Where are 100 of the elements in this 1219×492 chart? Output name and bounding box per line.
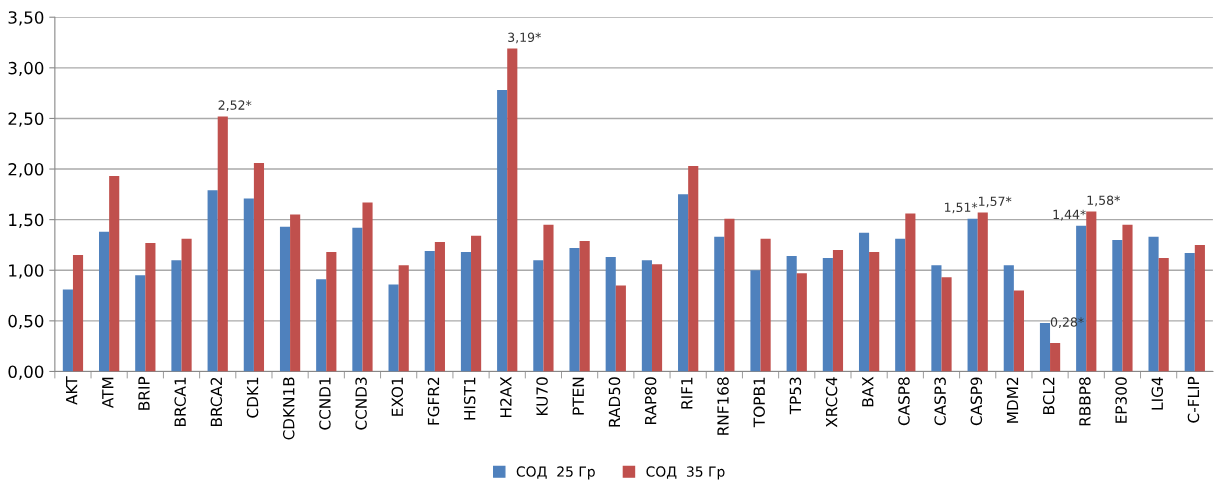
bar <box>1050 343 1061 372</box>
x-tick-label: CCND1 <box>319 377 331 430</box>
x-tick-label: EXO1 <box>391 377 404 416</box>
bar <box>1158 258 1169 372</box>
x-tick-label: PTEN <box>572 377 584 415</box>
y-tick-label: 2,50 <box>8 112 44 127</box>
bar <box>688 166 699 372</box>
x-tick-label: RIF1 <box>681 377 693 409</box>
bar <box>1194 244 1205 372</box>
legend-label: СОД 25 Гр <box>516 466 595 480</box>
y-tick-label: 1,50 <box>9 213 44 228</box>
bar <box>977 212 988 372</box>
x-tick-label: MDM2 <box>1006 377 1019 423</box>
bar <box>1148 236 1159 372</box>
x-tick-label: BRCA1 <box>174 377 186 426</box>
bar <box>714 236 725 372</box>
x-tick-label: CCND3 <box>355 377 367 430</box>
bar <box>460 252 472 372</box>
x-tick-label: CASP9 <box>970 377 983 426</box>
bar <box>941 277 952 372</box>
x-tick-label: KU70 <box>536 377 548 416</box>
data-label: 1,44* <box>1053 209 1086 221</box>
bar <box>579 240 590 372</box>
x-tick-label: CASP3 <box>934 377 946 426</box>
bar <box>316 279 327 372</box>
x-tick-label: BCL2 <box>1042 377 1055 414</box>
bar <box>931 265 942 372</box>
y-tick-label: 3,50 <box>8 11 44 26</box>
y-tick-label: 0,00 <box>8 365 44 380</box>
bar <box>869 252 880 372</box>
x-tick-label: C-FLIP <box>1187 376 1200 423</box>
bar <box>497 90 508 372</box>
bar <box>1003 265 1014 372</box>
bar <box>796 273 807 372</box>
bar <box>145 242 156 372</box>
x-tick-label: AKT <box>66 376 78 405</box>
x-tick-label: XRCC4 <box>825 377 838 428</box>
y-tick-label: 1,00 <box>9 264 44 279</box>
bar <box>1184 253 1195 372</box>
x-tick-label: TOPB1 <box>753 377 765 428</box>
bar <box>1013 290 1024 372</box>
bar <box>543 224 554 372</box>
bar <box>678 194 689 372</box>
bar <box>724 218 735 372</box>
bar <box>822 258 833 372</box>
bar <box>750 270 761 372</box>
y-tick-label: 0,50 <box>8 314 44 330</box>
bar <box>895 238 906 372</box>
bar <box>615 285 626 372</box>
x-tick-label: RNF168 <box>717 377 729 435</box>
bar <box>171 260 182 372</box>
bar <box>62 289 73 372</box>
bar <box>1122 224 1133 372</box>
bar <box>388 284 399 372</box>
data-label: 3,19* <box>508 32 541 44</box>
bar <box>253 162 265 372</box>
bar <box>434 241 445 372</box>
x-tick-label: BRIP <box>138 376 150 410</box>
bar <box>72 255 84 372</box>
x-tick-label: BRCA2 <box>210 377 223 426</box>
bar <box>1086 211 1097 372</box>
bar <box>641 260 652 372</box>
bar <box>858 232 870 372</box>
bar <box>398 265 409 372</box>
x-tick-label: CDK1 <box>246 377 259 418</box>
data-label: 1,57* <box>979 196 1012 208</box>
y-tick-label: 3,00 <box>8 61 44 77</box>
bar <box>533 260 544 372</box>
bar <box>832 250 844 372</box>
bar <box>905 213 916 372</box>
bar <box>181 238 192 372</box>
bar <box>760 238 771 372</box>
bar <box>290 214 301 372</box>
bar <box>605 257 616 372</box>
bar <box>352 227 363 372</box>
x-tick-label: H2AX <box>500 376 512 417</box>
bar <box>967 218 978 372</box>
data-label: 2,52* <box>218 100 252 112</box>
bar <box>507 48 518 372</box>
x-tick-label: HIST1 <box>463 377 476 420</box>
x-tick-label: FGFR2 <box>427 377 440 425</box>
data-label: 1,51* <box>944 202 978 214</box>
bar <box>786 256 797 372</box>
bar <box>569 247 580 372</box>
x-tick-label: CDKN1B <box>282 377 295 440</box>
bar <box>424 251 435 372</box>
x-tick-label: LIG4 <box>1151 377 1164 410</box>
x-tick-label: EP300 <box>1115 377 1127 423</box>
bar <box>135 275 146 372</box>
x-tick-label: ATM <box>102 377 114 408</box>
bar <box>362 202 373 372</box>
bar <box>651 264 663 372</box>
y-tick-label: 2,00 <box>8 163 44 178</box>
x-tick-label: CASP8 <box>898 377 910 426</box>
x-tick-label: TP53 <box>789 377 802 415</box>
data-label: 1,58* <box>1087 195 1120 207</box>
bar <box>207 190 218 372</box>
bar <box>471 235 482 372</box>
bar <box>326 252 337 372</box>
x-tick-label: RAD50 <box>608 377 621 427</box>
